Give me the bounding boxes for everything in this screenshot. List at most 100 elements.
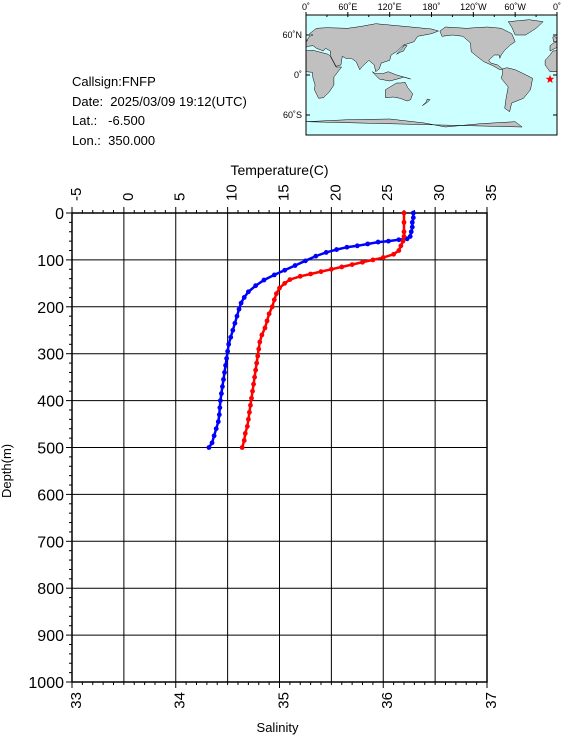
depth-tick-label: 400: [37, 394, 64, 411]
depth-tick-label: 800: [37, 581, 64, 598]
temperature-data-point: [219, 391, 224, 396]
temperature-data-point: [209, 440, 215, 446]
salinity-data-point: [282, 280, 288, 286]
station-info: Callsign:FNFP Date: 2025/03/09 19:12(UTC…: [72, 72, 247, 150]
depth-tick-label: 200: [37, 300, 64, 317]
map-longitude-label: 180˚: [422, 2, 440, 12]
salinity-data-point: [256, 346, 262, 352]
salinity-tick-label: 35: [275, 692, 292, 709]
salinity-data-point: [370, 257, 376, 263]
salinity-data-point: [380, 255, 386, 260]
salinity-axis-title: Salinity: [257, 720, 299, 735]
greenland-land: [507, 19, 544, 36]
map-mask-left: [276, 0, 306, 150]
temperature-data-point: [206, 445, 212, 450]
temperature-data-point: [238, 300, 244, 306]
temperature-data-point: [292, 263, 298, 268]
depth-tick-label: 300: [37, 347, 64, 364]
callsign-text: Callsign:FNFP: [72, 74, 156, 89]
south-america-land: [500, 67, 533, 113]
station-star-icon: [545, 74, 555, 83]
salinity-data-point: [273, 291, 279, 297]
temperature-data-point: [365, 241, 371, 247]
salinity-data-point: [398, 243, 404, 249]
salinity-data-point: [401, 229, 407, 235]
chart-grid: [71, 212, 488, 683]
temperature-data-point: [224, 355, 229, 361]
salinity-data-point: [297, 273, 303, 279]
temperature-data-point: [234, 313, 240, 319]
salinity-data-point: [277, 285, 282, 291]
map-latitude-label: 0˚: [294, 70, 302, 80]
salinity-data-point: [245, 416, 251, 422]
temperature-data-point: [217, 405, 223, 411]
salinity-data-point: [253, 367, 259, 373]
salinity-data-point: [250, 388, 255, 394]
salinity-data-point: [251, 381, 256, 387]
salinity-data-point: [252, 374, 257, 380]
salinity-data-point: [328, 266, 334, 272]
map-longitude-label: 0˚: [302, 2, 310, 12]
salinity-data-point: [264, 318, 270, 324]
temperature-profile-line: [207, 213, 415, 449]
depth-tick-label: 500: [37, 441, 64, 458]
temperature-data-point: [253, 283, 259, 289]
world-map: 0˚ 60˚E 120˚E 180˚ 120˚W 60˚W 0˚ 60˚N 0˚ 60˚S: [276, 0, 564, 155]
depth-tick-label: 100: [37, 253, 64, 270]
temperature-tick-label: 5: [172, 193, 189, 201]
temperature-data-point: [303, 258, 308, 264]
temperature-data-point: [217, 398, 223, 403]
map-longitude-label: 120˚E: [378, 2, 402, 12]
map-latitude-label: 60˚N: [282, 30, 302, 40]
salinity-data-point: [401, 210, 407, 216]
temperature-tick-label: 15: [275, 184, 292, 201]
temperature-data-point: [396, 237, 402, 243]
salinity-data-point: [249, 395, 254, 401]
map-latitude-label: 60˚S: [283, 110, 302, 120]
salinity-tick-label: 33: [68, 692, 85, 709]
temperature-tick-label: 35: [483, 184, 500, 201]
temperature-data-point: [232, 320, 238, 326]
salinity-data-point: [401, 219, 407, 225]
temperature-data-point: [225, 348, 231, 354]
temperature-data-point: [409, 219, 415, 225]
north-america-land: [439, 26, 516, 70]
salinity-data-point: [244, 423, 250, 429]
salinity-tick-label: 36: [379, 692, 396, 709]
temperature-data-point: [216, 412, 222, 418]
depth-tick-label: 900: [37, 628, 64, 645]
temperature-data-point: [386, 238, 391, 244]
salinity-data-point: [396, 248, 402, 253]
depth-tick-label: 600: [37, 487, 64, 504]
longitude-text: Lon.: 350.000: [72, 132, 156, 148]
temperature-tick-label: 0: [120, 193, 137, 201]
map-longitude-label: 60˚E: [338, 2, 357, 12]
temperature-data-point: [222, 370, 227, 375]
temperature-data-point: [228, 334, 234, 340]
salinity-data-point: [400, 238, 406, 244]
salinity-data-point: [259, 332, 265, 338]
temperature-tick-label: 25: [379, 184, 396, 201]
map-mask-right: [557, 0, 564, 150]
salinity-data-point: [266, 311, 272, 317]
temperature-tick-label: 20: [327, 184, 344, 201]
temperature-data-point: [226, 341, 232, 347]
salinity-data-point: [349, 262, 355, 267]
salinity-data-point: [262, 325, 268, 331]
salinity-data-point: [247, 409, 252, 415]
temperature-axis-title: Temperature(C): [230, 162, 328, 178]
temperature-tick-label: -5: [68, 188, 85, 201]
salinity-data-point: [287, 277, 293, 282]
indonesia-land: [372, 71, 411, 82]
salinity-data-point: [391, 251, 397, 257]
temperature-data-point: [241, 295, 247, 300]
salinity-data-point: [242, 431, 248, 436]
salinity-data-point: [254, 360, 260, 366]
temperature-data-point: [213, 426, 219, 432]
salinity-tick-label: 34: [172, 692, 189, 709]
newzealand-land: [422, 98, 431, 106]
temperature-data-point: [236, 306, 242, 312]
temperature-data-point: [409, 224, 415, 230]
map-longitude-label: 120˚W: [460, 2, 487, 12]
